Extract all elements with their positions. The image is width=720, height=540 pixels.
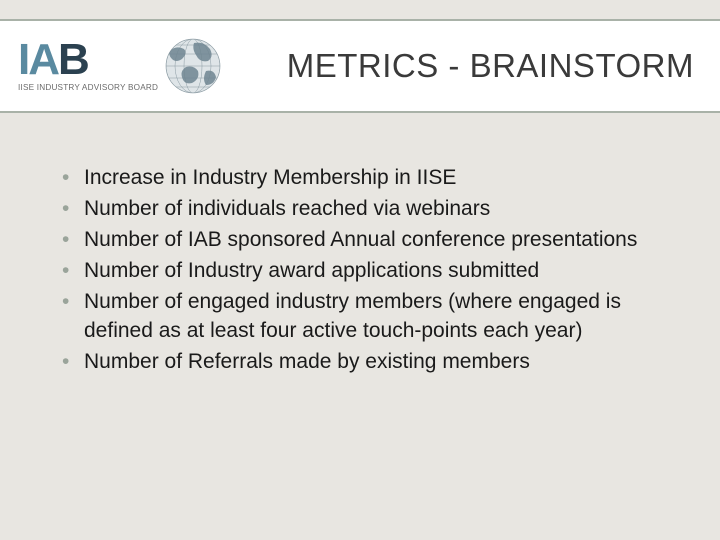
globe-icon <box>164 37 222 95</box>
list-item: Number of Industry award applications su… <box>60 257 672 286</box>
logo-letter-i: I <box>18 40 28 80</box>
logo-letter-b: B <box>58 40 88 80</box>
list-item: Increase in Industry Membership in IISE <box>60 164 672 193</box>
list-item: Number of engaged industry members (wher… <box>60 288 672 346</box>
slide-title: METRICS - BRAINSTORM <box>287 47 694 85</box>
logo-letter-a: A <box>28 40 58 80</box>
slide: IAB IISE INDUSTRY ADVISORY BOARD <box>0 0 720 540</box>
list-item: Number of Referrals made by existing mem… <box>60 348 672 377</box>
header-band: IAB IISE INDUSTRY ADVISORY BOARD <box>0 19 720 113</box>
logo-letters: IAB <box>18 40 88 80</box>
logo: IAB IISE INDUSTRY ADVISORY BOARD <box>18 37 222 95</box>
bullet-list: Increase in Industry Membership in IISE … <box>60 164 672 377</box>
content-area: Increase in Industry Membership in IISE … <box>60 164 672 379</box>
logo-text: IAB IISE INDUSTRY ADVISORY BOARD <box>18 40 158 93</box>
logo-subtext: IISE INDUSTRY ADVISORY BOARD <box>18 83 158 92</box>
list-item: Number of IAB sponsored Annual conferenc… <box>60 226 672 255</box>
list-item: Number of individuals reached via webina… <box>60 195 672 224</box>
